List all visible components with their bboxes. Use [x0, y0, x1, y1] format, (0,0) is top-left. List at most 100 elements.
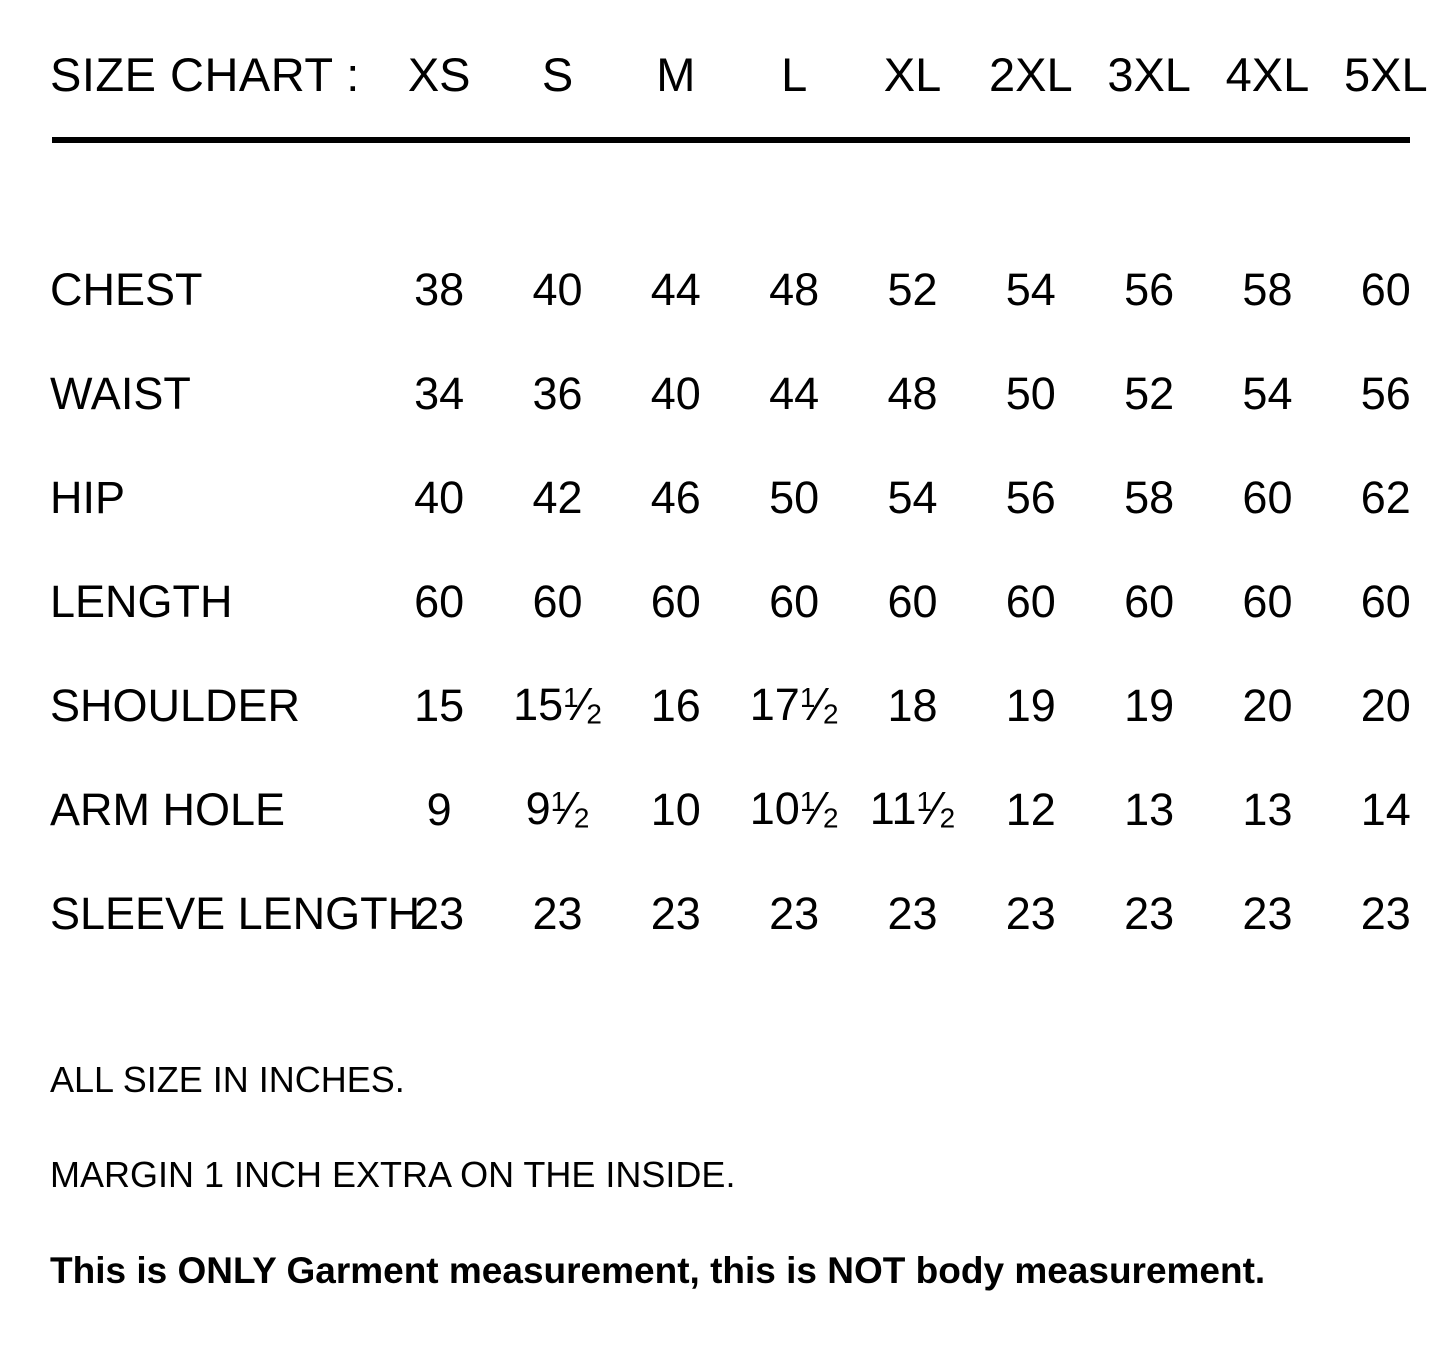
size-header-3xl: 3XL: [1107, 47, 1191, 101]
size-header-xl: XL: [883, 47, 942, 101]
row-label-shoulder: SHOULDER: [50, 679, 301, 731]
size-chart-header-row: SIZE CHART : XS S M L XL 2XL 3XL 4XL 5XL: [0, 30, 1445, 118]
row-label-sleeve-length: SLEEVE LENGTH: [50, 887, 421, 939]
cell-hip-l: 50: [769, 471, 820, 523]
fraction-half: 1⁄2: [563, 677, 602, 730]
cell-arm-hole-4xl: 13: [1242, 783, 1293, 835]
fraction-half: 1⁄2: [550, 781, 590, 834]
cell-waist-3xl: 52: [1124, 367, 1175, 419]
cell-shoulder-2xl: 19: [1005, 679, 1056, 731]
row-cells: 15 151⁄2 16 171⁄2 18 19 19 20 20: [380, 677, 1445, 731]
cell-arm-hole-5xl: 14: [1360, 783, 1411, 835]
cell-arm-hole-3xl: 13: [1124, 783, 1175, 835]
cell-sleeve-length-2xl: 23: [1005, 887, 1056, 939]
cell-sleeve-length-l: 23: [769, 887, 820, 939]
cell-chest-s: 40: [532, 263, 583, 315]
cell-hip-xl: 54: [887, 471, 938, 523]
cell-sleeve-length-4xl: 23: [1242, 887, 1293, 939]
cell-sleeve-length-5xl: 23: [1360, 887, 1411, 939]
cell-arm-hole-xs: 9: [426, 783, 452, 835]
cell-chest-xs: 38: [414, 263, 465, 315]
cell-chest-4xl: 58: [1242, 263, 1293, 315]
cell-waist-4xl: 54: [1242, 367, 1293, 419]
cell-arm-hole-m: 10: [650, 783, 701, 835]
size-header-l: L: [781, 47, 808, 101]
table-row: WAIST 34 36 40 44 48 50 52 54 56: [0, 341, 1445, 445]
cell-chest-3xl: 56: [1124, 263, 1175, 315]
row-cells: 60 60 60 60 60 60 60 60 60: [380, 579, 1445, 624]
cell-shoulder-l: 171⁄2: [749, 677, 839, 730]
notes-section: ALL SIZE IN INCHES. MARGIN 1 INCH EXTRA …: [50, 1059, 1430, 1291]
table-row: SHOULDER 15 151⁄2 16 171⁄2 18 19 19 20 20: [0, 653, 1445, 757]
cell-arm-hole-s: 91⁄2: [525, 781, 590, 834]
size-header-4xl: 4XL: [1225, 47, 1310, 101]
table-row: HIP 40 42 46 50 54 56 58 60 62: [0, 445, 1445, 549]
cell-hip-5xl: 62: [1360, 471, 1411, 523]
size-header-xs: XS: [407, 47, 471, 101]
cell-waist-2xl: 50: [1005, 367, 1056, 419]
measurement-rows: CHEST 38 40 44 48 52 54 56 58 60 WAIST 34 36 40 44 48 50…: [0, 237, 1445, 965]
cell-arm-hole-2xl: 12: [1005, 783, 1056, 835]
cell-hip-4xl: 60: [1242, 471, 1293, 523]
cell-hip-3xl: 58: [1124, 471, 1175, 523]
cell-waist-xs: 34: [414, 367, 465, 419]
page-title: SIZE CHART :: [50, 47, 360, 101]
note-garment-measurement: This is ONLY Garment measurement, this i…: [50, 1250, 1266, 1291]
table-row: ARM HOLE 9 91⁄2 10 101⁄2 111⁄2 12 13 13 14: [0, 757, 1445, 861]
cell-shoulder-5xl: 20: [1360, 679, 1411, 731]
cell-shoulder-4xl: 20: [1242, 679, 1293, 731]
cell-length-3xl: 60: [1124, 575, 1175, 627]
row-cells: 23 23 23 23 23 23 23 23 23: [380, 891, 1445, 936]
cell-sleeve-length-s: 23: [532, 887, 583, 939]
cell-length-l: 60: [769, 575, 820, 627]
size-column-headers: XS S M L XL 2XL 3XL 4XL 5XL: [380, 51, 1445, 98]
cell-waist-s: 36: [532, 367, 583, 419]
cell-length-s: 60: [532, 575, 583, 627]
note-margin: MARGIN 1 INCH EXTRA ON THE INSIDE.: [50, 1154, 736, 1195]
cell-sleeve-length-3xl: 23: [1124, 887, 1175, 939]
cell-hip-m: 46: [650, 471, 701, 523]
row-label-waist: WAIST: [50, 367, 191, 419]
cell-arm-hole-xl: 111⁄2: [869, 781, 956, 834]
table-row: SLEEVE LENGTH 23 23 23 23 23 23 23 23 23: [0, 861, 1445, 965]
row-cells: 40 42 46 50 54 56 58 60 62: [380, 475, 1445, 520]
cell-chest-2xl: 54: [1005, 263, 1056, 315]
fraction-half: 1⁄2: [799, 781, 839, 834]
cell-length-5xl: 60: [1360, 575, 1411, 627]
cell-length-4xl: 60: [1242, 575, 1293, 627]
cell-shoulder-3xl: 19: [1124, 679, 1175, 731]
size-header-m: M: [656, 47, 696, 101]
fraction-half: 1⁄2: [799, 677, 839, 730]
cell-shoulder-s: 151⁄2: [513, 677, 602, 730]
cell-arm-hole-l: 101⁄2: [749, 781, 839, 834]
table-row: CHEST 38 40 44 48 52 54 56 58 60: [0, 237, 1445, 341]
fraction-half: 1⁄2: [916, 781, 956, 834]
row-label-arm-hole: ARM HOLE: [50, 783, 286, 835]
cell-chest-m: 44: [650, 263, 701, 315]
row-cells: 34 36 40 44 48 50 52 54 56: [380, 371, 1445, 416]
cell-hip-2xl: 56: [1005, 471, 1056, 523]
cell-chest-l: 48: [769, 263, 820, 315]
row-cells: 38 40 44 48 52 54 56 58 60: [380, 267, 1445, 312]
cell-length-xs: 60: [414, 575, 465, 627]
cell-waist-m: 40: [650, 367, 701, 419]
size-header-s: S: [541, 47, 574, 101]
cell-length-xl: 60: [887, 575, 938, 627]
note-units: ALL SIZE IN INCHES.: [50, 1059, 405, 1100]
row-label-hip: HIP: [50, 471, 126, 523]
cell-shoulder-xs: 15: [414, 679, 465, 731]
row-label-chest: CHEST: [50, 263, 203, 315]
cell-length-m: 60: [650, 575, 701, 627]
cell-sleeve-length-xl: 23: [887, 887, 938, 939]
cell-waist-5xl: 56: [1360, 367, 1411, 419]
header-divider-rule: [52, 137, 1410, 143]
cell-chest-xl: 52: [887, 263, 938, 315]
cell-hip-xs: 40: [414, 471, 465, 523]
cell-shoulder-xl: 18: [887, 679, 938, 731]
cell-sleeve-length-m: 23: [650, 887, 701, 939]
size-header-2xl: 2XL: [988, 47, 1073, 101]
cell-waist-l: 44: [769, 367, 820, 419]
cell-length-2xl: 60: [1005, 575, 1056, 627]
cell-hip-s: 42: [532, 471, 583, 523]
